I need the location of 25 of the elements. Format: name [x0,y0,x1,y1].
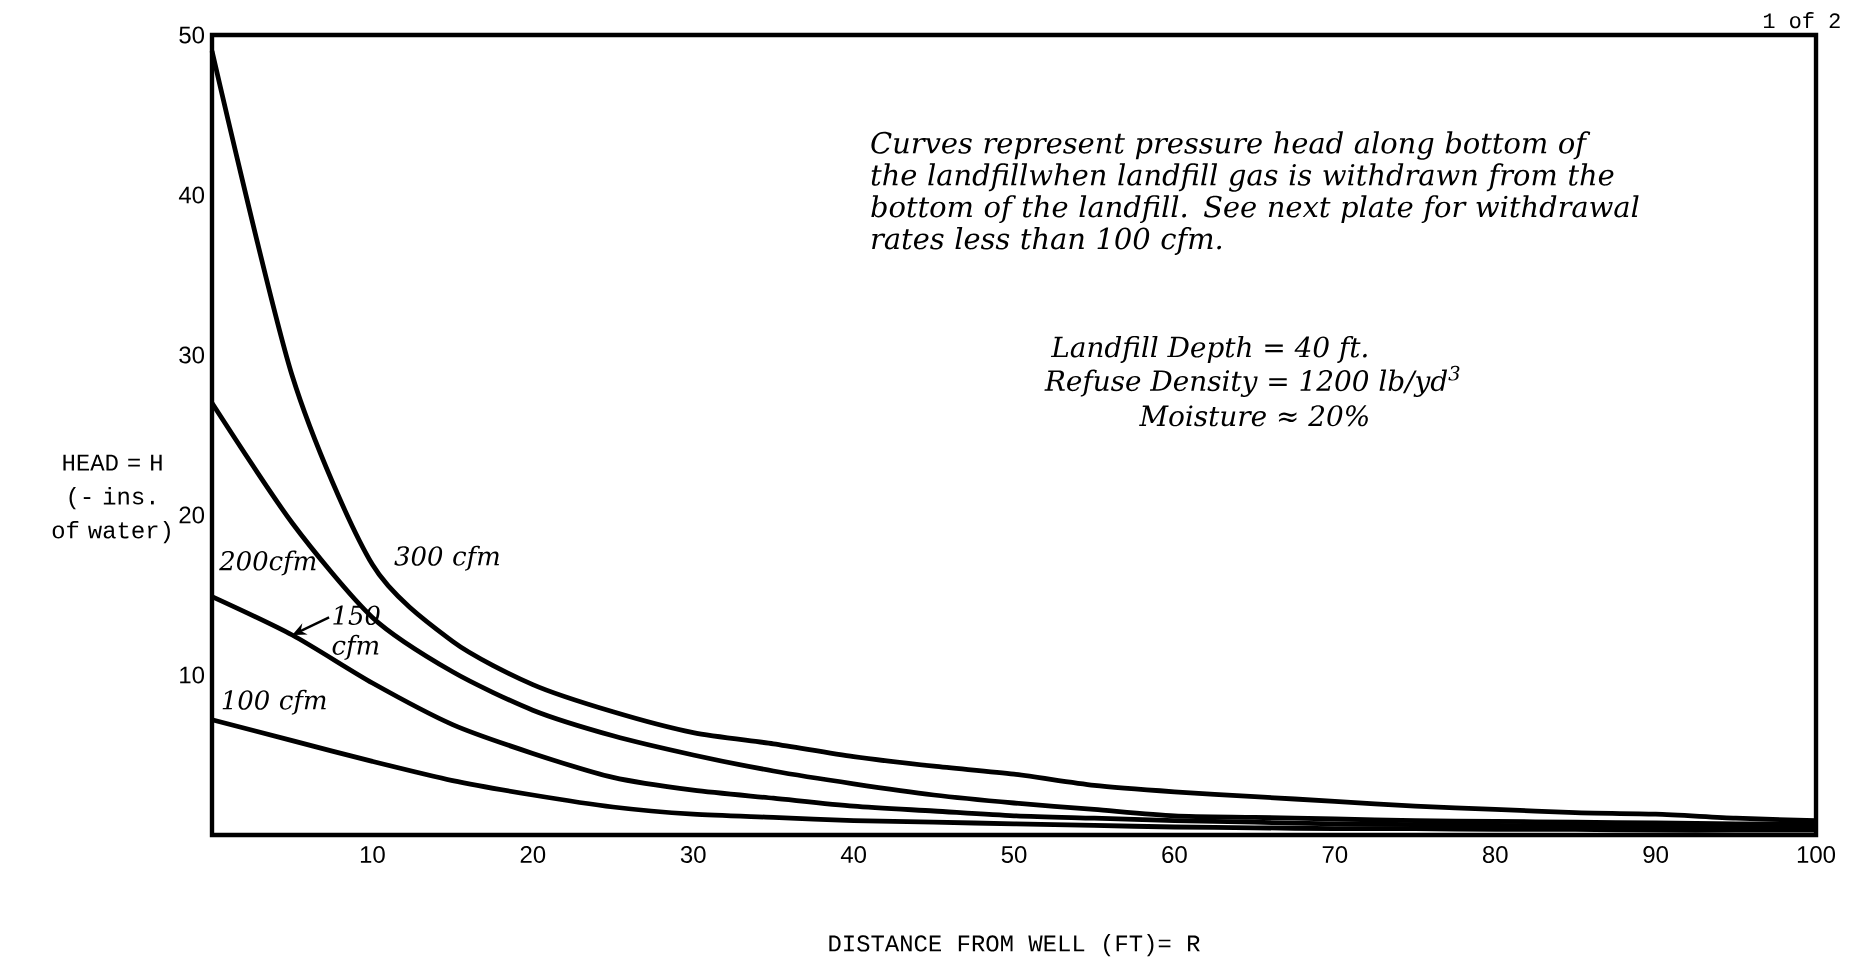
x-tick-label: 80 [1482,846,1508,863]
y-axis-title: HEAD = H (- ins. of water) [52,454,170,544]
series-label: 200cfm [219,550,316,576]
annotation: Curves represent pressure head along bottom of the landfillwhen landfill gas is withdrawn from the bottom of the landfill. See next plate for withdrawal rates less than 100 cfm. [871,131,1639,255]
x-tick-label: 70 [1322,846,1348,863]
series-label: 100 cfm [222,689,326,715]
y-tick-label: 20 [179,506,205,524]
x-tick-label: 20 [520,846,546,863]
y-tick-label: 50 [179,26,205,44]
text: 1 of 2 [1763,12,1840,29]
y-tick-label: 10 [180,666,205,684]
x-tick-label: 40 [840,846,866,863]
x-tick-label: 90 [1643,846,1668,863]
x-tick-label: 60 [1162,846,1187,863]
x-tick-label: 30 [680,846,706,863]
y-tick-label: 40 [178,186,205,204]
x-tick-label: 100 [1797,846,1836,863]
series-label: 300 cfm [394,545,499,571]
x-tick-label: 10 [360,846,385,863]
x-axis-title: DISTANCE FROM WELL (FT)= R [829,934,1200,957]
x-tick-label: 50 [1001,846,1027,863]
y-tick-label: 30 [179,346,205,364]
annotation: Refuse Density = 1200 lb/yd$^{3}$ [1044,365,1460,397]
annotation: Landfill Depth = 40 ft. [1050,335,1367,363]
annotation: Moisture ≈ 20% [1139,405,1368,427]
